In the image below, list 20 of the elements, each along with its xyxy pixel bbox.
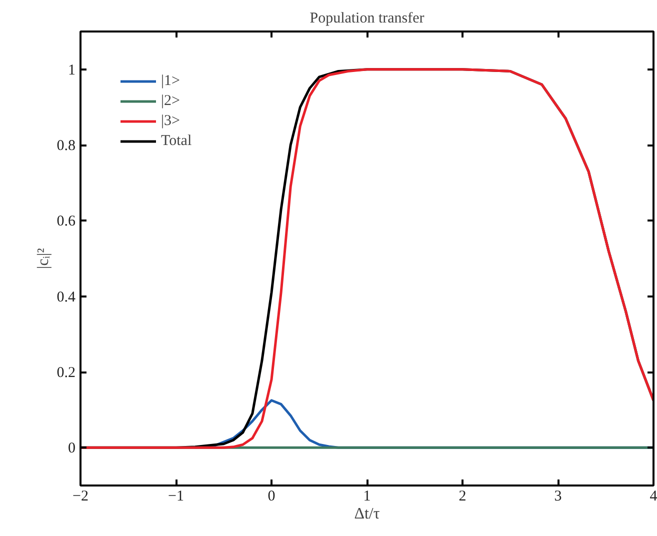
y-tick-label: 0.2 <box>56 365 76 381</box>
chart-title: Population transfer <box>310 10 424 26</box>
x-tick-label: 0 <box>268 488 276 504</box>
legend-label: |3> <box>161 112 181 130</box>
x-tick-label: −1 <box>168 488 184 504</box>
x-tick-label: 2 <box>458 488 466 504</box>
legend-label: |1> <box>161 72 181 90</box>
x-tick-label: 4 <box>650 488 657 504</box>
y-tick-label: 1 <box>68 62 76 78</box>
x-tick-label: −2 <box>72 488 88 504</box>
legend-label: |2> <box>161 92 181 110</box>
y-tick-label: 0.6 <box>56 214 76 230</box>
y-axis-title: |cᵢ|² <box>34 248 52 269</box>
y-tick-label: 0.4 <box>56 289 76 306</box>
legend-label: Total <box>161 132 192 150</box>
x-axis-title: Δt/τ <box>354 506 380 522</box>
x-tick-label: 1 <box>363 488 371 504</box>
y-tick-label: 0 <box>68 440 76 457</box>
y-tick-label: 0.8 <box>56 138 76 154</box>
x-tick-label: 3 <box>554 488 562 504</box>
